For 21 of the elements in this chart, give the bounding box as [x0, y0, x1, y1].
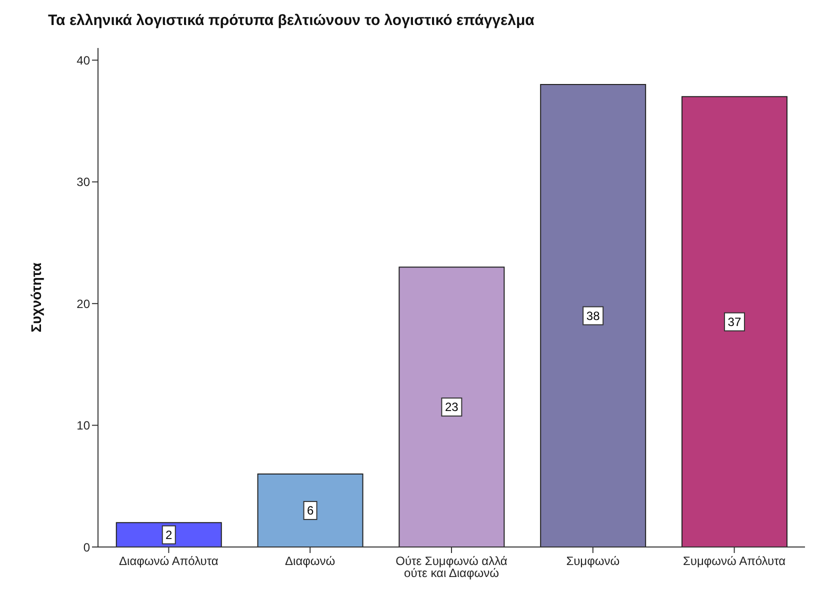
y-axis-title: Συχνότητα — [28, 262, 44, 332]
chart-title: Τα ελληνικά λογιστικά πρότυπα βελτιώνουν το λογιστικό επάγγελμα — [48, 12, 534, 29]
y-tick-label: 30 — [76, 175, 90, 190]
data-label: 38 — [586, 308, 600, 323]
bar — [681, 96, 788, 547]
bar — [257, 473, 364, 547]
x-tick-label: Συμφωνώ — [566, 554, 620, 568]
x-tick-label: Συμφωνώ Απόλυτα — [682, 554, 786, 568]
data-label: 37 — [728, 314, 742, 329]
bar — [540, 84, 646, 547]
y-tick-label: 20 — [76, 296, 90, 311]
x-tick-label: Διαφωνώ — [285, 554, 336, 568]
y-tick-label: 10 — [76, 418, 90, 433]
x-tick-label: Διαφωνώ Απόλυτα — [119, 554, 218, 568]
data-label: 2 — [166, 528, 173, 542]
data-label: 23 — [445, 400, 459, 414]
data-label: 6 — [306, 503, 314, 518]
x-tick-label: Ούτε Συμφωνώ αλλά ούτε και Διαφωνώ — [396, 554, 508, 580]
y-tick-label: 40 — [76, 53, 90, 68]
y-tick-label: 0 — [83, 540, 90, 554]
bar — [398, 266, 505, 547]
